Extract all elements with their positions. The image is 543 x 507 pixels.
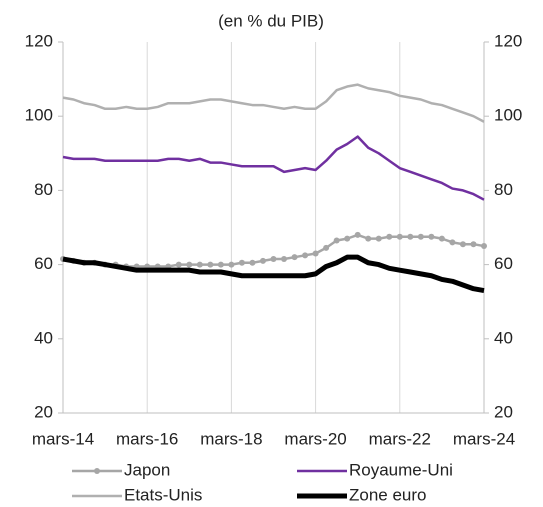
point-marker	[281, 256, 288, 263]
point-marker	[259, 257, 266, 264]
series-line	[62, 135, 485, 201]
point-marker	[186, 261, 193, 268]
legend-marker	[94, 468, 100, 474]
point-marker	[417, 233, 424, 240]
series-line	[62, 83, 485, 123]
legend-label: Etats-Unis	[124, 485, 202, 504]
y-tick-label: 20	[34, 402, 53, 421]
y-tick-label: 80	[34, 180, 53, 199]
legend-label: Zone euro	[349, 485, 427, 504]
y-tick-label: 60	[34, 254, 53, 273]
point-marker	[238, 259, 245, 266]
x-tick-label: mars-18	[200, 429, 262, 448]
point-marker	[438, 235, 445, 242]
point-marker	[249, 259, 256, 266]
point-marker	[175, 261, 182, 268]
legend-label: Japon	[124, 460, 170, 479]
series-line	[62, 254, 485, 294]
point-marker	[354, 231, 361, 238]
point-marker	[333, 237, 340, 244]
point-marker	[312, 250, 319, 257]
point-marker	[196, 261, 203, 268]
y2-tick-label: 100	[494, 106, 522, 125]
x-tick-label: mars-16	[116, 429, 178, 448]
point-marker	[207, 261, 214, 268]
x-tick-label: mars-24	[453, 429, 515, 448]
point-marker	[302, 252, 309, 259]
point-marker	[459, 241, 466, 248]
y-tick-label: 120	[25, 31, 53, 50]
point-marker	[396, 233, 403, 240]
y2-tick-label: 40	[494, 328, 513, 347]
y2-tick-label: 20	[494, 402, 513, 421]
y-tick-label: 40	[34, 328, 53, 347]
point-marker	[428, 233, 435, 240]
x-tick-label: mars-20	[284, 429, 346, 448]
x-tick-label: mars-14	[32, 429, 94, 448]
chart-title: (en % du PIB)	[218, 11, 324, 30]
legend-label: Royaume-Uni	[349, 460, 453, 479]
y2-tick-label: 120	[494, 31, 522, 50]
point-marker	[386, 233, 393, 240]
point-marker	[481, 243, 487, 250]
y2-tick-label: 60	[494, 254, 513, 273]
point-marker	[323, 244, 330, 251]
y2-tick-label: 80	[494, 180, 513, 199]
x-tick-label: mars-22	[369, 429, 431, 448]
point-marker	[344, 235, 351, 242]
point-marker	[449, 239, 456, 246]
point-marker	[407, 233, 414, 240]
point-marker	[228, 261, 235, 268]
point-marker	[375, 235, 382, 242]
point-marker	[270, 256, 277, 263]
point-marker	[365, 235, 372, 242]
point-marker	[291, 254, 298, 261]
point-marker	[217, 261, 224, 268]
point-marker	[470, 241, 477, 248]
y-tick-label: 100	[25, 106, 53, 125]
